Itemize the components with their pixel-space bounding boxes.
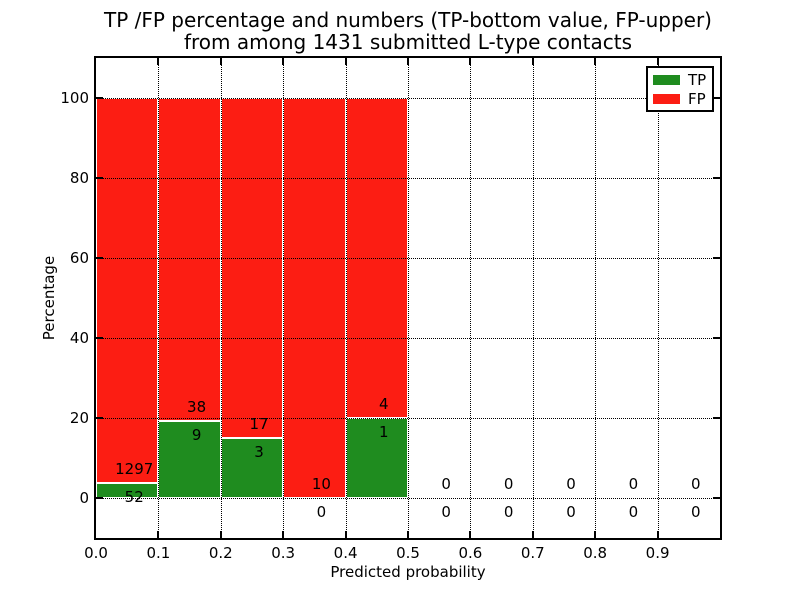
x-gridline: [158, 58, 160, 538]
y-tick-right: [713, 177, 720, 179]
y-tick-left: [96, 177, 103, 179]
y-tick-label: 80: [69, 169, 89, 187]
x-tick-top: [407, 58, 409, 65]
y-tick-right: [713, 97, 720, 99]
bar-fp: [283, 98, 346, 498]
x-tick-bottom: [157, 531, 160, 538]
legend: TP FP: [646, 66, 714, 112]
y-tick-right: [713, 257, 720, 259]
y-tick-right: [713, 417, 720, 419]
bar-tp: [96, 482, 159, 498]
x-tick-label: 0.4: [333, 544, 358, 562]
x-tick-top: [219, 58, 222, 65]
chart-title-line1: TP /FP percentage and numbers (TP-bottom…: [104, 8, 712, 32]
x-tick-bottom: [282, 531, 285, 538]
tp-count-label: 52: [124, 487, 144, 506]
y-tick-label: 100: [60, 89, 89, 107]
fp-count-label: 38: [187, 398, 207, 417]
bar-tp: [345, 418, 408, 498]
x-gridline: [595, 58, 597, 538]
legend-swatch-tp: [653, 74, 680, 85]
x-tick-label: 0.3: [271, 544, 296, 562]
x-tick-bottom: [656, 531, 659, 538]
y-axis-label: Percentage: [40, 255, 58, 341]
tp-count-label: 0: [503, 503, 514, 521]
x-tick-label: 0.2: [208, 544, 233, 562]
y-tick-label: 20: [69, 409, 89, 427]
fp-count-label: 0: [691, 475, 701, 493]
bar-tp: [158, 421, 221, 498]
plot-area: 1297 52 38 9 17 3 10 0 4 1 0 0 0 0 0 0 0 0 0 0: [96, 58, 720, 538]
x-tick-top: [282, 58, 285, 65]
y-tick-left: [96, 337, 103, 339]
x-tick-top: [594, 58, 597, 65]
tp-count-label: 0: [441, 503, 451, 521]
x-gridline: [283, 58, 285, 538]
x-tick-label: 0.5: [396, 544, 420, 562]
legend-entry-tp: TP: [653, 72, 707, 88]
y-tick-right: [713, 337, 720, 339]
x-tick-top: [469, 58, 472, 65]
tp-count-label: 0: [566, 503, 576, 521]
x-tick-top: [157, 58, 160, 65]
x-tick-bottom: [469, 531, 472, 538]
y-tick-label: 60: [69, 249, 89, 267]
x-tick-label: 0.1: [146, 544, 171, 562]
tp-count-label: 3: [254, 443, 264, 461]
tp-count-label: 0: [628, 503, 639, 521]
x-tick-top: [344, 58, 347, 65]
legend-label-tp: TP: [688, 70, 707, 89]
y-tick-left: [96, 417, 103, 419]
tp-count-label: 0: [316, 503, 327, 521]
y-tick-label: 40: [69, 329, 89, 347]
y-tick-left: [96, 257, 103, 259]
fp-count-label: 0: [503, 475, 514, 493]
y-tick-right: [713, 497, 720, 499]
fp-count-label: 1297: [115, 459, 154, 478]
chart-title: TP /FP percentage and numbers (TP-bottom…: [96, 9, 720, 53]
x-gridline: [408, 58, 409, 538]
y-tick-left: [96, 97, 103, 99]
legend-entry-fp: FP: [653, 91, 707, 107]
bar-fp: [158, 98, 221, 422]
x-tick-bottom: [407, 531, 409, 538]
x-tick-top: [531, 58, 534, 65]
bar-tp: [220, 438, 284, 498]
fp-count-label: 4: [379, 395, 389, 413]
x-axis-label: Predicted probability: [330, 563, 486, 581]
x-tick-bottom: [594, 531, 597, 538]
legend-swatch-fp: [653, 93, 680, 104]
x-tick-label: 0.8: [583, 544, 608, 562]
x-tick-label: 0.0: [84, 544, 108, 562]
bar-fp: [220, 98, 284, 438]
bar-fp: [96, 98, 159, 483]
legend-label-fp: FP: [688, 89, 706, 108]
x-tick-label: 0.6: [458, 544, 483, 562]
y-tick-left: [96, 497, 103, 499]
x-tick-label: 0.9: [645, 544, 670, 562]
y-tick-label: 0: [79, 489, 89, 507]
fp-count-label: 0: [628, 475, 639, 493]
fp-count-label: 0: [566, 475, 576, 493]
x-tick-label: 0.7: [520, 544, 545, 562]
x-gridline: [470, 58, 472, 538]
tp-count-label: 0: [691, 503, 701, 521]
fp-count-label: 17: [249, 415, 269, 433]
x-gridline: [220, 58, 222, 538]
x-tick-bottom: [219, 531, 222, 538]
fp-count-label: 0: [441, 475, 451, 493]
x-tick-bottom: [344, 531, 347, 538]
chart-title-line2: from among 1431 submitted L-type contact…: [183, 30, 633, 54]
tp-count-label: 9: [191, 426, 202, 445]
x-tick-top: [656, 58, 659, 65]
tp-count-label: 1: [379, 423, 389, 441]
fp-count-label: 10: [311, 475, 331, 493]
x-tick-bottom: [531, 531, 534, 538]
x-gridline: [657, 58, 659, 538]
x-gridline: [345, 58, 347, 538]
x-gridline: [532, 58, 534, 538]
